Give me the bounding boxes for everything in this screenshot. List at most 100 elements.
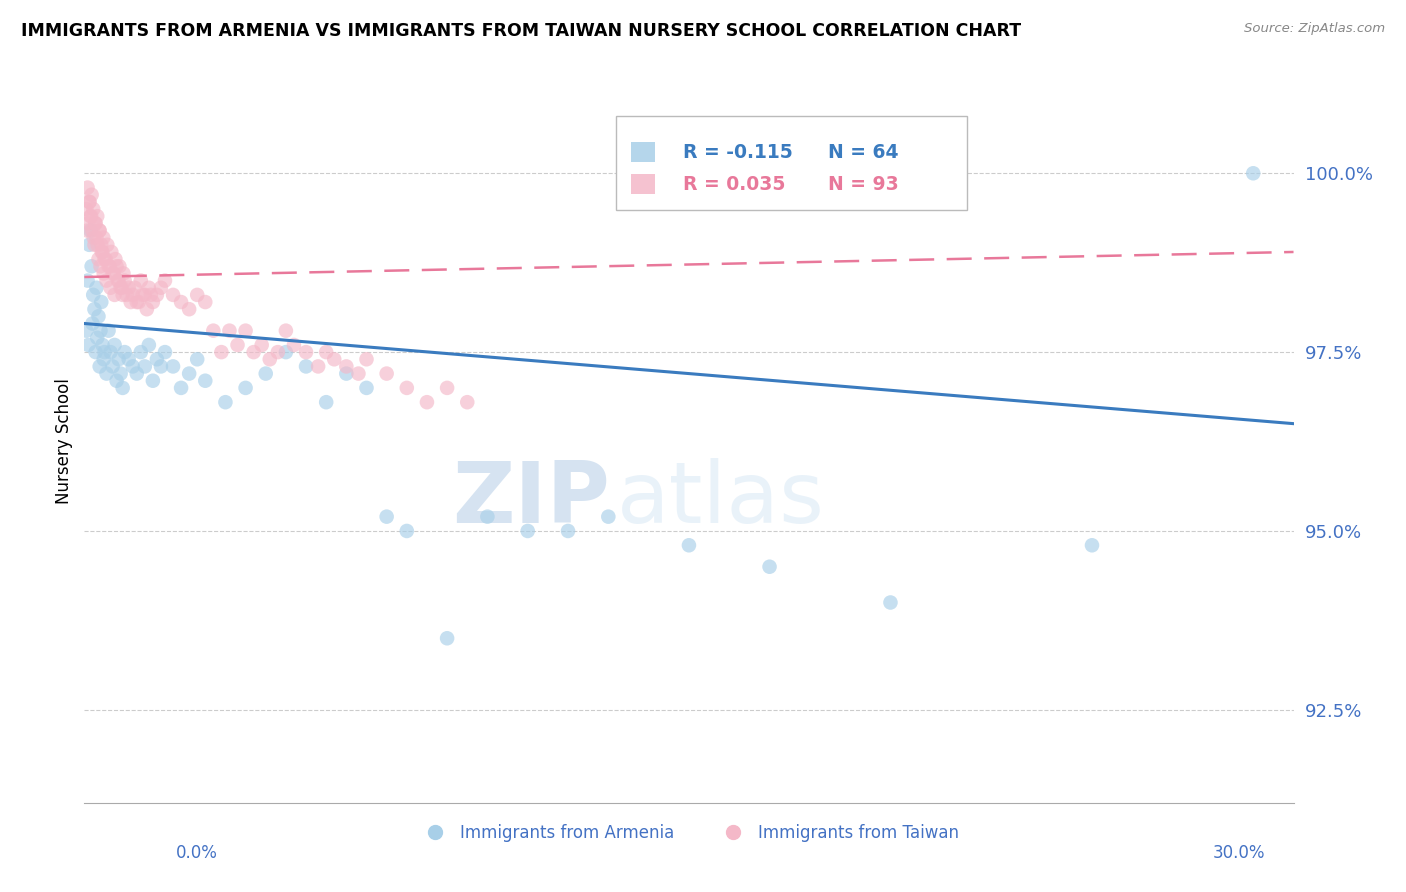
Point (79, 223, 101, 237)
Point (79, 209, 101, 223)
Point (142, 374, 165, 388)
Point (86, 331, 108, 345)
Point (146, 352, 169, 367)
Point (76, 223, 98, 237)
Point (598, 509, 620, 524)
Point (118, 281, 141, 295)
Point (162, 359, 184, 374)
Point (477, 509, 499, 524)
Point (82, 288, 104, 302)
Point (436, 381, 458, 395)
Text: IMMIGRANTS FROM ARMENIA VS IMMIGRANTS FROM TAIWAN NURSERY SCHOOL CORRELATION CHA: IMMIGRANTS FROM ARMENIA VS IMMIGRANTS FR… (21, 22, 1021, 40)
Point (202, 324, 225, 338)
Point (110, 281, 132, 295)
Text: N = 64: N = 64 (828, 143, 898, 161)
Point (295, 359, 318, 374)
Point (86, 209, 108, 223)
Point (84, 216, 107, 230)
Point (125, 295, 148, 310)
Point (90, 244, 112, 259)
Point (84, 345, 107, 359)
Point (214, 395, 236, 409)
Point (97, 324, 120, 338)
Point (77, 237, 100, 252)
Point (295, 345, 318, 359)
Point (129, 274, 152, 288)
Point (79, 194, 101, 209)
Point (82, 223, 104, 237)
Point (75, 324, 97, 338)
Point (139, 288, 162, 302)
Point (149, 281, 172, 295)
Point (111, 288, 134, 302)
Point (179, 367, 201, 381)
Point (97, 260, 120, 274)
Point (186, 352, 208, 367)
Point (356, 352, 378, 367)
Point (307, 359, 329, 374)
Point (103, 267, 125, 281)
Point (83, 302, 105, 317)
Point (107, 274, 129, 288)
Point (110, 367, 132, 381)
Point (218, 324, 240, 338)
Point (235, 381, 257, 395)
Point (76, 180, 98, 194)
Point (129, 345, 152, 359)
Point (87, 252, 110, 266)
Point (315, 345, 337, 359)
Point (89, 223, 111, 237)
Point (77, 216, 100, 230)
Point (124, 281, 146, 295)
Point (98, 260, 121, 274)
Point (395, 381, 418, 395)
Point (93, 345, 115, 359)
Point (89, 223, 111, 237)
Point (96, 367, 118, 381)
Text: ZIP: ZIP (453, 458, 610, 541)
Point (87, 310, 110, 324)
Y-axis label: Nursery School: Nursery School (55, 378, 73, 505)
Point (138, 281, 160, 295)
Point (254, 367, 277, 381)
Point (90, 237, 112, 252)
Point (194, 295, 217, 310)
Point (93, 267, 115, 281)
Point (134, 359, 156, 374)
Point (138, 338, 160, 352)
Point (242, 345, 264, 359)
Point (149, 359, 172, 374)
Point (323, 352, 346, 367)
FancyBboxPatch shape (631, 174, 655, 194)
Point (115, 288, 138, 302)
Point (86, 230, 108, 244)
Point (86, 237, 108, 252)
Point (112, 267, 135, 281)
Point (250, 338, 273, 352)
Point (259, 352, 281, 367)
Point (104, 252, 127, 266)
Point (107, 274, 129, 288)
Point (105, 374, 128, 388)
Point (89, 359, 111, 374)
Point (89, 324, 111, 338)
FancyBboxPatch shape (616, 117, 967, 211)
Point (104, 288, 127, 302)
Point (75, 202, 97, 216)
Point (114, 345, 136, 359)
Point (96, 274, 118, 288)
Point (170, 381, 193, 395)
Point (235, 324, 257, 338)
Text: Source: ZipAtlas.com: Source: ZipAtlas.com (1244, 22, 1385, 36)
Point (678, 538, 700, 552)
Text: R = -0.115: R = -0.115 (683, 143, 793, 161)
Point (335, 367, 357, 381)
Point (105, 260, 128, 274)
Point (375, 509, 398, 524)
Text: N = 93: N = 93 (828, 175, 898, 194)
Point (283, 338, 305, 352)
Point (114, 274, 136, 288)
Point (758, 559, 780, 574)
Point (516, 524, 538, 538)
Point (315, 395, 337, 409)
